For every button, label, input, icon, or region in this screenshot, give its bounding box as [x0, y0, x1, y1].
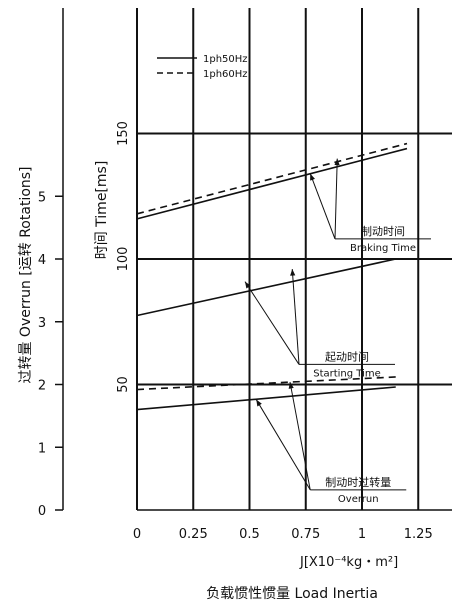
y-tick-label: 50: [116, 376, 131, 393]
y2-tick-label: 1: [38, 441, 46, 456]
annotation-arrowhead: [256, 399, 262, 407]
annotation-label-cn: 制动时间: [361, 225, 405, 238]
x-unit-label: J[X10⁻⁴kg・m²]: [299, 555, 398, 570]
series-line-braking-1ph50Hz: [136, 147, 408, 220]
grid: [137, 8, 452, 510]
series-line-starting-1ph50Hz: [136, 258, 396, 317]
annotation-label-cn: 制动时过转量: [325, 475, 391, 489]
y2-tick-label: 4: [38, 253, 46, 268]
y2-tick-label: 5: [38, 190, 46, 205]
legend-label: 1ph60Hz: [203, 69, 248, 80]
y-tick-label: 150: [116, 121, 131, 146]
annotation-label-en: Braking Time: [350, 243, 416, 254]
y-axis-label: 时间 Time[ms]: [94, 161, 110, 260]
annotation-leader: [244, 281, 300, 365]
x-tick-label: 1.25: [404, 527, 433, 542]
annotation-leader: [309, 173, 336, 240]
legend: 1ph50Hz 1ph60Hz: [157, 54, 248, 80]
annotation-leader: [289, 381, 311, 491]
annotations-layer: 制动时间 Braking Time 起动时间 Starting Time 制动时过转量 O…: [244, 158, 431, 505]
annotation-leader: [334, 158, 338, 239]
y2-tick-label: 0: [38, 504, 46, 519]
x-tick-label: 0.25: [179, 527, 208, 542]
annotation-leader: [255, 399, 311, 491]
series-line-braking-1ph60Hz: [136, 142, 408, 215]
y-tick-label: 100: [116, 247, 131, 272]
y2-tick-label: 3: [38, 316, 46, 331]
legend-label: 1ph50Hz: [203, 54, 248, 65]
annotation-arrowhead: [288, 381, 294, 389]
annotation-arrowhead: [334, 158, 340, 166]
x-tick-label: 0: [133, 527, 141, 542]
annotation-label-cn: 起动时间: [325, 350, 369, 363]
y2-axis-label: 过转量 Overrun [运转 Rotations]: [18, 166, 34, 383]
annotation-leader: [291, 269, 300, 365]
series-layer: [136, 142, 408, 411]
x-tick-label: 0.5: [239, 527, 260, 542]
series-line-overrun-1ph50Hz: [136, 386, 396, 411]
x-axis-label: 负载惯性惯量 Load Inertia: [206, 585, 378, 602]
annotation-label-en: Overrun: [338, 494, 379, 505]
annotation-arrowhead: [290, 269, 296, 276]
annotation-arrowhead: [310, 173, 315, 181]
annotation-label-en: Starting Time: [313, 368, 381, 379]
x-tick-label: 1: [358, 527, 366, 542]
annotation-arrowhead: [245, 281, 251, 289]
x-tick-label: 0.75: [291, 527, 320, 542]
y2-tick-label: 2: [38, 379, 46, 394]
